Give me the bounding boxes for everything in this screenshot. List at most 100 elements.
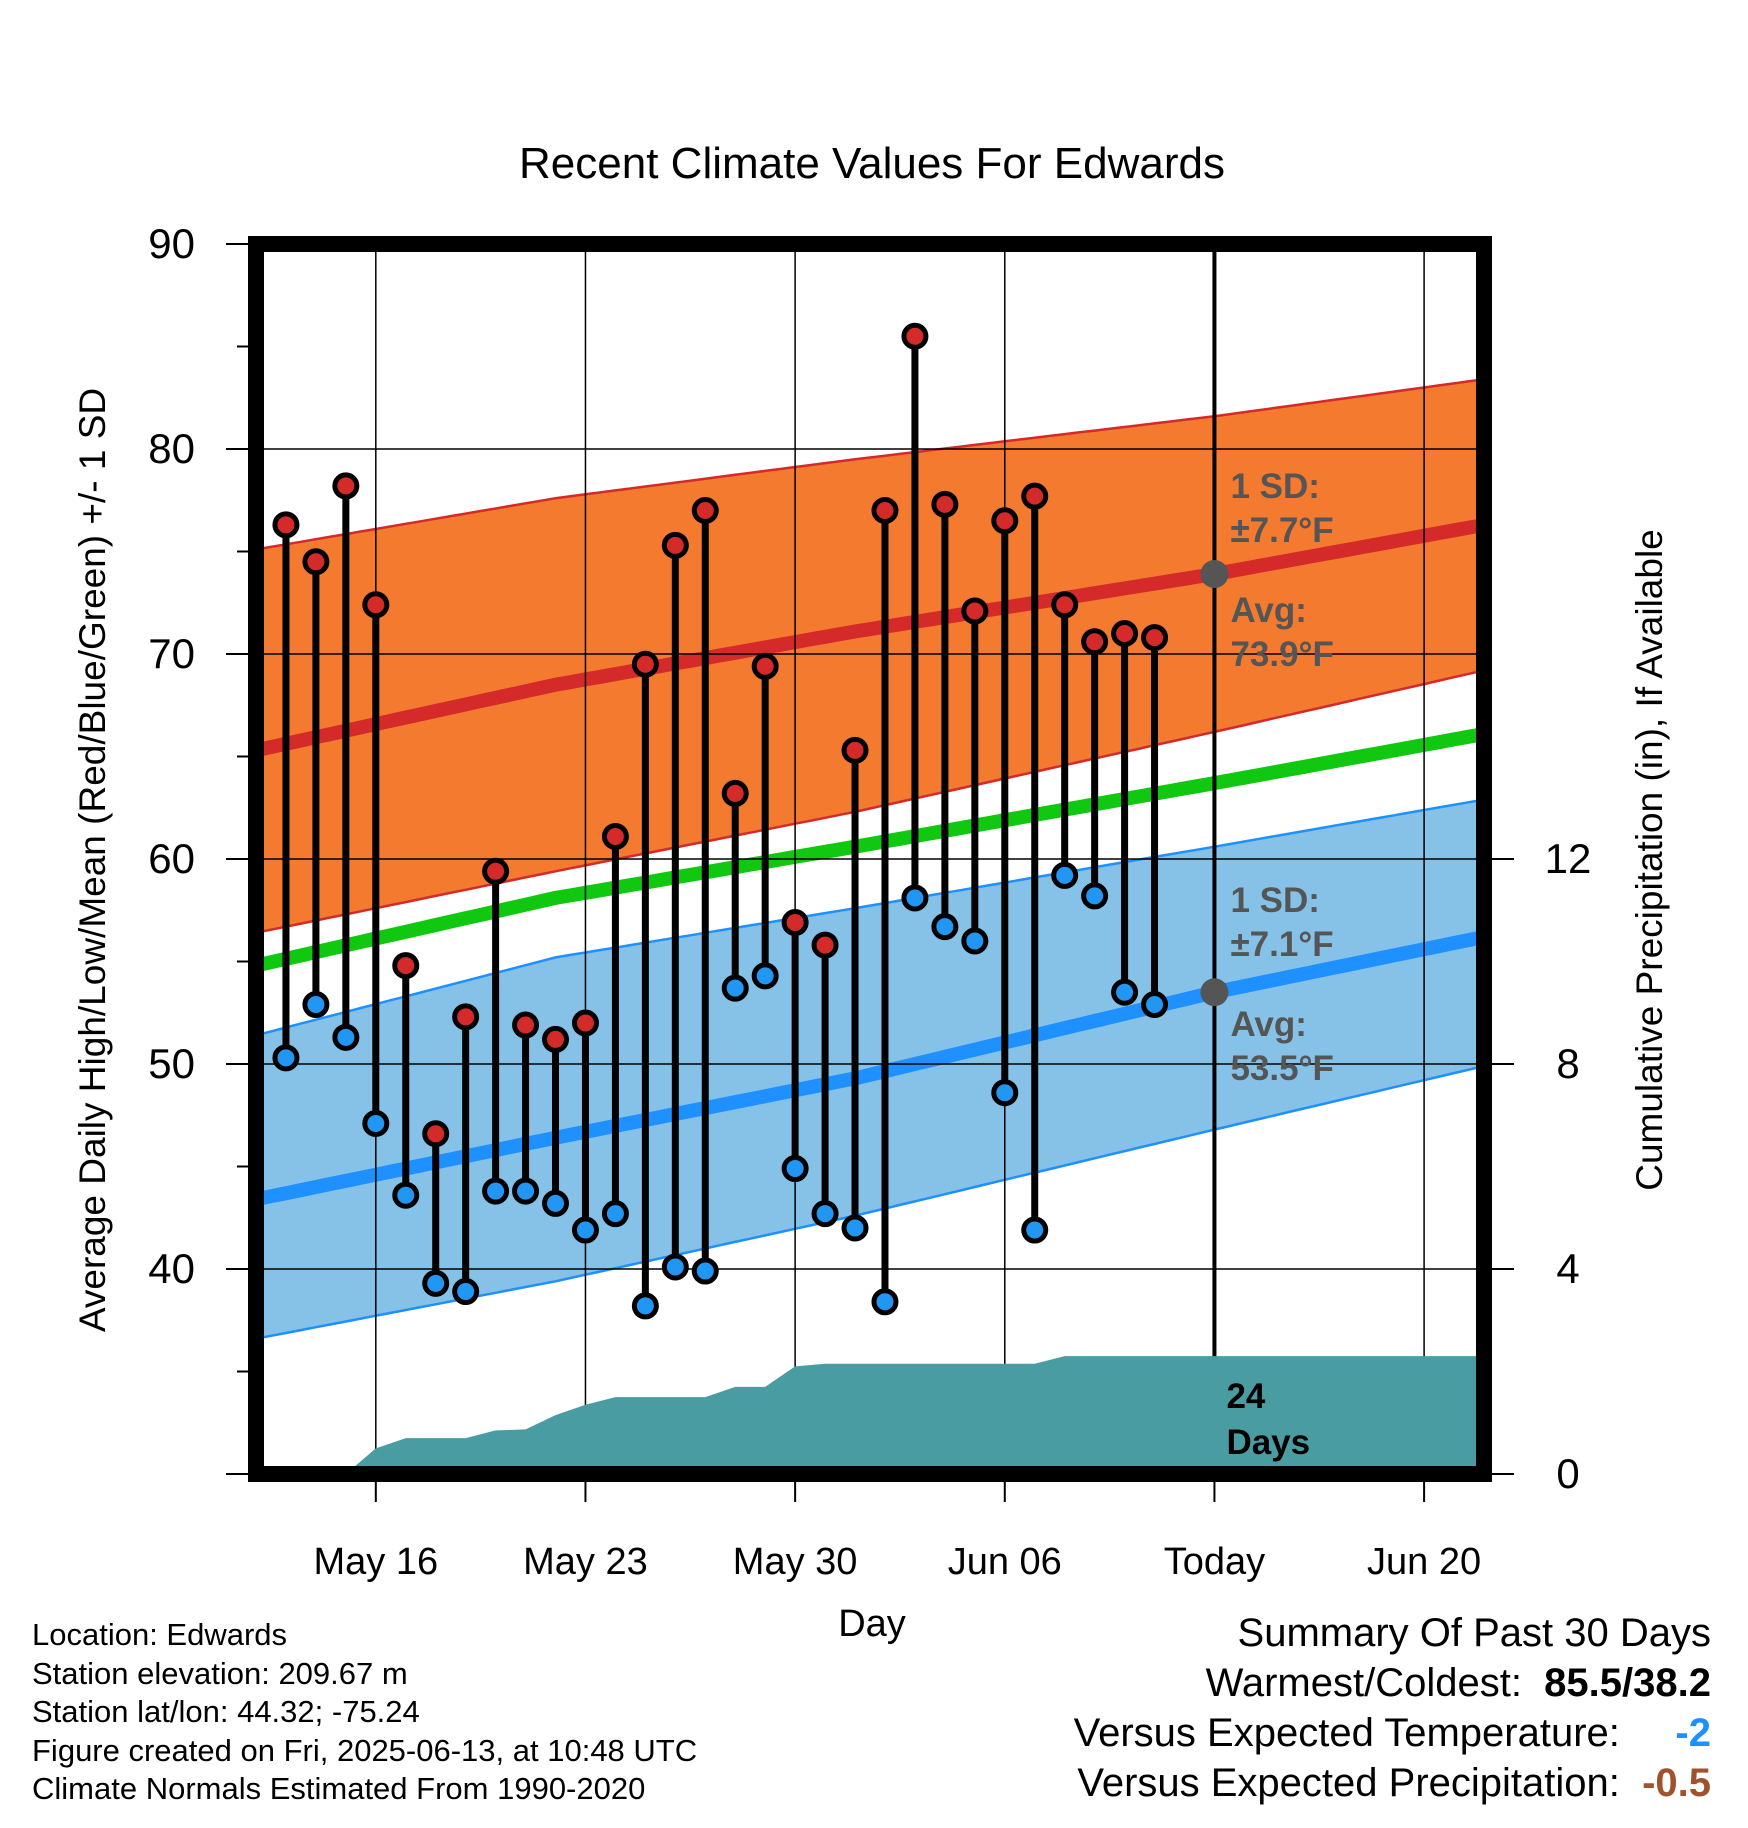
obs-high-point: [811, 931, 839, 959]
x-tick-label: May 16: [313, 1541, 438, 1583]
y-tick-label-left: 50: [148, 1040, 195, 1087]
obs-low-point: [961, 927, 989, 955]
obs-high-point: [422, 1120, 450, 1148]
info-created: Figure created on Fri, 2025-06-13, at 10…: [32, 1732, 698, 1768]
obs-low-point: [392, 1181, 420, 1209]
annotations-layer: 1 SD: ±7.7°F Avg: 73.9°F 1 SD: ±7.1°F Avg: 53.5…: [1200, 467, 1334, 1462]
obs-low-point: [1051, 861, 1079, 889]
chart-title: Recent Climate Values For Edwards: [519, 139, 1225, 188]
y-tick-label-right: 12: [1545, 835, 1592, 882]
obs-high-point: [482, 857, 510, 885]
y-tick-label-right: 4: [1556, 1245, 1579, 1292]
obs-low-point: [272, 1044, 300, 1072]
obs-high-point: [961, 597, 989, 625]
obs-low-point: [931, 913, 959, 941]
low-avg-annotation: Avg: 53.5°F: [1230, 1005, 1334, 1088]
avg-low-line: [254, 930, 1486, 1207]
obs-low-point: [721, 974, 749, 1002]
obs-low-point: [601, 1200, 629, 1228]
station-info: Location: Edwards Station elevation: 209…: [32, 1616, 697, 1809]
obs-low-point: [631, 1292, 659, 1320]
summary-precip-row: Versus Expected Precipitation: -0.5: [1074, 1758, 1711, 1808]
obs-low-point: [422, 1269, 450, 1297]
y-tick-label-left: 60: [148, 835, 195, 882]
obs-high-point: [931, 490, 959, 518]
obs-high-point: [512, 1011, 540, 1039]
precip-value: -0.5: [1642, 1761, 1711, 1805]
obs-high-point: [751, 652, 779, 680]
obs-high-point: [1141, 624, 1169, 652]
obs-high-point: [781, 909, 809, 937]
precipitation-layer: [345, 1356, 1484, 1474]
observations-layer: [272, 322, 1169, 1320]
summary-temp-row: Versus Expected Temperature: -2: [1074, 1708, 1711, 1758]
obs-low-point: [871, 1288, 899, 1316]
obs-high-point: [691, 497, 719, 524]
days-annotation: 24 Days: [1226, 1377, 1310, 1462]
obs-low-point: [991, 1079, 1019, 1107]
temp-label: Versus Expected Temperature:: [1073, 1711, 1620, 1755]
y-tick-label-left: 90: [148, 220, 195, 267]
obs-high-point: [721, 779, 749, 807]
obs-low-point: [332, 1023, 360, 1051]
info-elevation: Station elevation: 209.67 m: [32, 1655, 408, 1691]
obs-low-point: [1021, 1216, 1049, 1244]
warmest-value: 85.5/38.2: [1544, 1661, 1711, 1705]
obs-low-point: [362, 1109, 390, 1137]
obs-low-point: [691, 1257, 719, 1285]
summary-warmest-row: Warmest/Coldest: 85.5/38.2: [1074, 1658, 1711, 1708]
obs-low-point: [452, 1278, 480, 1306]
obs-low-point: [542, 1189, 570, 1217]
obs-high-point: [1111, 620, 1139, 647]
y-tick-label-left: 80: [148, 425, 195, 472]
x-tick-label: May 30: [733, 1541, 858, 1583]
plot-frame: [248, 236, 1492, 1482]
x-tick-label: Jun 06: [948, 1541, 1062, 1583]
precip-label: Versus Expected Precipitation:: [1077, 1761, 1620, 1805]
obs-high-point: [841, 736, 869, 764]
summary-heading: Summary Of Past 30 Days: [1237, 1611, 1711, 1655]
low-sd-annotation: 1 SD: ±7.1°F: [1230, 881, 1333, 964]
axes-layer: 40 50 60 70 80 90 0 4 8 12 May 16 May 23 May 30 Jun 0…: [148, 220, 1591, 1583]
obs-high-point: [392, 952, 420, 980]
precip-area: [345, 1356, 1484, 1474]
avg-mean-line: [254, 727, 1486, 973]
obs-high-point: [661, 531, 689, 559]
obs-high-point: [362, 591, 390, 619]
summary-panel: Summary Of Past 30 Days Warmest/Coldest:…: [1074, 1608, 1711, 1808]
obs-high-point: [1021, 482, 1049, 510]
obs-high-point: [272, 511, 300, 539]
obs-low-point: [751, 962, 779, 990]
obs-low-point: [901, 884, 929, 912]
obs-low-point: [482, 1177, 510, 1205]
x-tick-label: Today: [1164, 1541, 1265, 1583]
obs-low-point: [661, 1253, 689, 1281]
obs-low-point: [811, 1200, 839, 1228]
obs-high-point: [1051, 591, 1079, 619]
today-low-marker: [1200, 978, 1229, 1007]
high-sd-annotation: 1 SD: ±7.7°F: [1230, 467, 1333, 550]
warmest-label: Warmest/Coldest:: [1205, 1661, 1522, 1705]
info-latlon: Station lat/lon: 44.32; -75.24: [32, 1694, 420, 1729]
y-tick-label-right: 8: [1556, 1040, 1579, 1087]
high-avg-annotation: Avg: 73.9°F: [1230, 591, 1334, 674]
obs-high-point: [601, 822, 629, 850]
y-axis-label-left: Average Daily High/Low/Mean (Red/Blue/Gr…: [72, 388, 113, 1332]
obs-high-point: [991, 507, 1019, 535]
x-tick-label: Jun 20: [1367, 1541, 1481, 1583]
y-tick-label-left: 40: [148, 1245, 195, 1292]
obs-low-point: [512, 1177, 540, 1205]
obs-low-point: [571, 1216, 599, 1244]
obs-low-point: [1081, 882, 1109, 910]
obs-high-point: [871, 497, 899, 524]
x-tick-label: May 23: [523, 1541, 648, 1583]
obs-high-point: [571, 1009, 599, 1037]
avg-high-line: [254, 518, 1486, 758]
obs-high-point: [1081, 628, 1109, 656]
info-normals: Climate Normals Estimated From 1990-2020: [32, 1771, 646, 1806]
obs-low-point: [1141, 991, 1169, 1019]
obs-high-point: [901, 322, 929, 350]
obs-high-point: [542, 1025, 570, 1053]
obs-high-point: [302, 548, 330, 576]
